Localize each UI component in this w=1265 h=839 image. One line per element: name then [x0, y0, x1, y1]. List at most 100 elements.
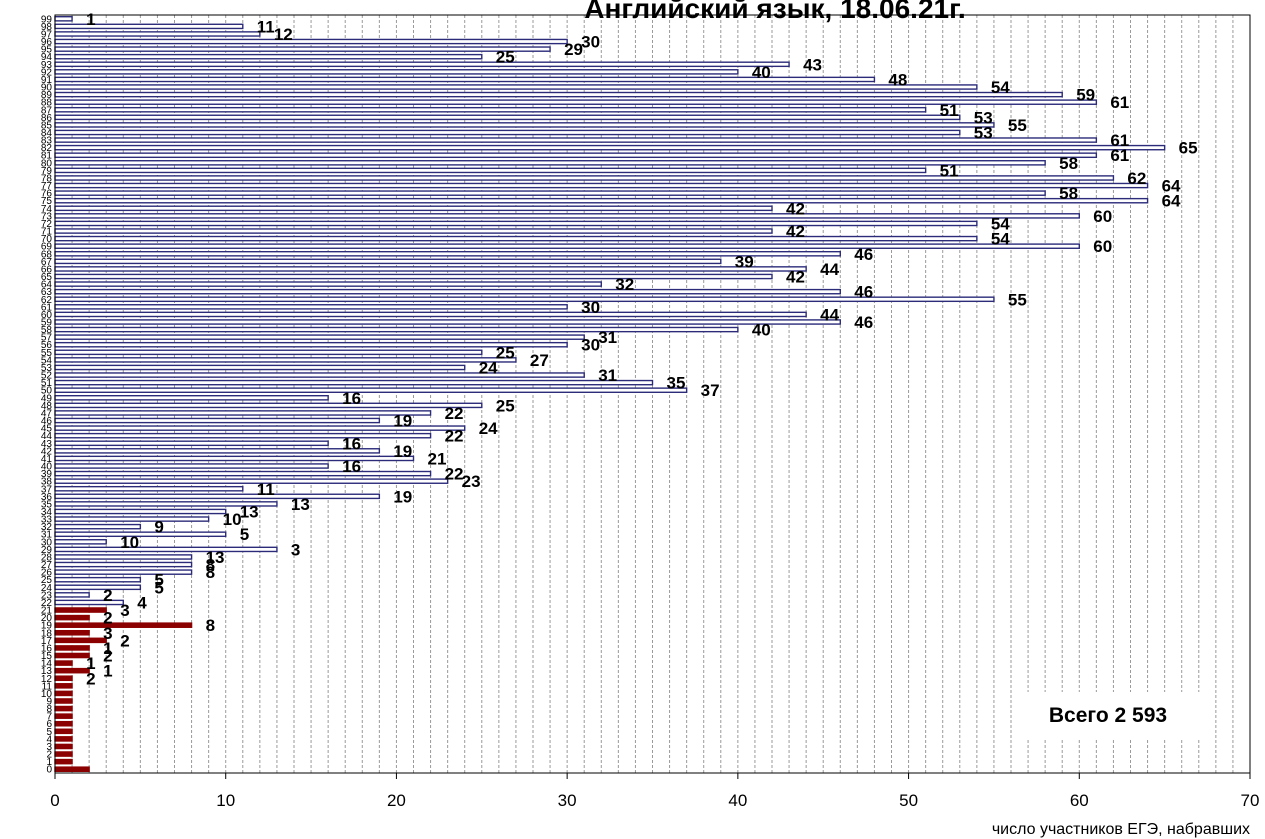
data-label-21: 3	[120, 601, 129, 620]
y-tick-54: 54	[41, 355, 53, 366]
y-tick-33: 33	[41, 515, 53, 526]
data-label-74: 42	[786, 199, 805, 218]
bar-6	[54, 720, 73, 727]
y-tick-7: 7	[46, 712, 52, 723]
data-label-49: 16	[342, 389, 361, 408]
bar-74	[54, 205, 773, 212]
bar-43	[54, 440, 329, 447]
data-label-89: 59	[1076, 86, 1095, 105]
bar-52	[54, 372, 585, 378]
y-tick-66: 66	[41, 264, 53, 275]
bar-93	[54, 61, 790, 68]
bar-68	[54, 250, 841, 257]
y-tick-85: 85	[41, 120, 53, 131]
data-label-55: 25	[496, 343, 515, 362]
bar-22	[54, 599, 124, 606]
y-tick-27: 27	[41, 560, 53, 571]
y-tick-89: 89	[41, 90, 53, 101]
data-label-56: 30	[581, 336, 600, 355]
data-label-61: 30	[581, 298, 600, 317]
y-tick-5: 5	[46, 727, 52, 738]
data-label-28: 13	[206, 548, 225, 567]
bar-19	[54, 622, 193, 628]
y-tick-34: 34	[41, 507, 53, 518]
bar-16	[54, 645, 90, 651]
y-tick-87: 87	[41, 105, 53, 116]
y-tick-67: 67	[41, 257, 53, 268]
y-tick-18: 18	[41, 628, 53, 639]
bar-59	[54, 319, 841, 325]
bar-8	[54, 705, 73, 712]
data-label-32: 9	[154, 518, 163, 537]
y-tick-36: 36	[41, 492, 53, 503]
y-tick-52: 52	[41, 371, 53, 382]
y-tick-65: 65	[41, 272, 53, 283]
data-label-73: 60	[1093, 207, 1112, 226]
bar-5	[54, 728, 73, 735]
y-tick-73: 73	[41, 211, 53, 222]
data-label-13: 1	[103, 662, 112, 681]
y-tick-1: 1	[46, 757, 52, 768]
data-label-71: 42	[786, 222, 805, 241]
bar-92	[54, 69, 739, 75]
data-label-47: 22	[445, 404, 464, 423]
bar-29	[54, 546, 278, 553]
y-tick-71: 71	[41, 227, 53, 238]
data-label-19: 8	[206, 616, 215, 635]
bar-66	[54, 266, 807, 272]
y-tick-20: 20	[41, 613, 53, 624]
data-label-87: 51	[940, 101, 959, 120]
bar-25	[54, 576, 142, 583]
data-label-81: 61	[1110, 146, 1129, 165]
bar-30	[54, 539, 107, 545]
bar-28	[54, 554, 193, 560]
bar-96	[54, 38, 568, 45]
x-tick-0: 0	[50, 791, 59, 810]
y-tick-84: 84	[41, 128, 53, 139]
bar-64	[54, 281, 602, 287]
data-label-59: 46	[854, 313, 873, 332]
y-tick-39: 39	[41, 469, 53, 480]
y-tick-3: 3	[46, 742, 52, 753]
y-tick-88: 88	[41, 98, 53, 109]
data-label-46: 19	[393, 412, 412, 431]
data-label-91: 48	[888, 70, 907, 89]
data-label-26: 8	[206, 563, 215, 582]
bar-84	[54, 129, 961, 136]
data-label-95: 29	[564, 40, 583, 59]
data-label-88: 61	[1110, 93, 1129, 112]
y-tick-95: 95	[41, 45, 53, 56]
bar-95	[54, 46, 551, 52]
data-label-64: 32	[615, 275, 634, 294]
y-tick-68: 68	[41, 249, 53, 260]
bar-76	[54, 190, 1046, 196]
bar-62	[54, 296, 995, 303]
bar-27	[54, 561, 193, 568]
chart-title: Английский язык, 18.06.21г.	[584, 0, 965, 24]
data-label-18: 3	[103, 624, 112, 643]
y-tick-11: 11	[42, 681, 53, 692]
y-tick-62: 62	[41, 295, 53, 306]
y-tick-25: 25	[41, 575, 53, 586]
y-tick-69: 69	[41, 242, 53, 253]
bar-31	[54, 531, 227, 538]
data-label-33: 10	[223, 510, 242, 529]
data-label-54: 27	[530, 351, 549, 370]
y-tick-46: 46	[41, 416, 53, 427]
data-label-14: 1	[86, 654, 95, 673]
bar-0	[54, 766, 90, 772]
bar-71	[54, 228, 773, 234]
data-label-30: 10	[120, 533, 139, 552]
bar-44	[54, 432, 432, 439]
bar-1	[54, 758, 73, 765]
y-tick-51: 51	[41, 378, 53, 389]
data-label-79: 51	[940, 161, 959, 180]
data-label-27: 8	[206, 556, 215, 575]
y-tick-8: 8	[46, 704, 52, 715]
y-tick-76: 76	[41, 189, 53, 200]
y-tick-56: 56	[41, 340, 53, 351]
y-tick-24: 24	[41, 583, 53, 594]
y-tick-55: 55	[41, 348, 53, 359]
data-label-82: 65	[1179, 139, 1198, 158]
